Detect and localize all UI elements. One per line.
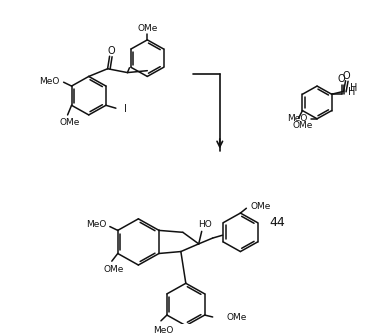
Text: OMe: OMe — [59, 118, 80, 127]
Text: HO: HO — [198, 220, 212, 229]
Text: OMe: OMe — [226, 314, 247, 323]
Text: MeO: MeO — [287, 114, 307, 123]
Text: OMe: OMe — [137, 24, 157, 33]
Text: I: I — [124, 104, 127, 114]
Text: H: H — [348, 87, 355, 97]
Text: OMe: OMe — [250, 202, 271, 211]
Text: MeO: MeO — [153, 326, 173, 335]
Text: OMe: OMe — [104, 265, 124, 274]
Text: O: O — [343, 71, 350, 81]
Text: MeO: MeO — [86, 220, 106, 229]
Text: MeO: MeO — [40, 77, 60, 86]
Text: 44: 44 — [269, 216, 285, 229]
Text: O: O — [338, 74, 345, 84]
Text: H: H — [350, 83, 357, 93]
Text: OMe: OMe — [292, 122, 313, 131]
Text: O: O — [108, 47, 116, 56]
